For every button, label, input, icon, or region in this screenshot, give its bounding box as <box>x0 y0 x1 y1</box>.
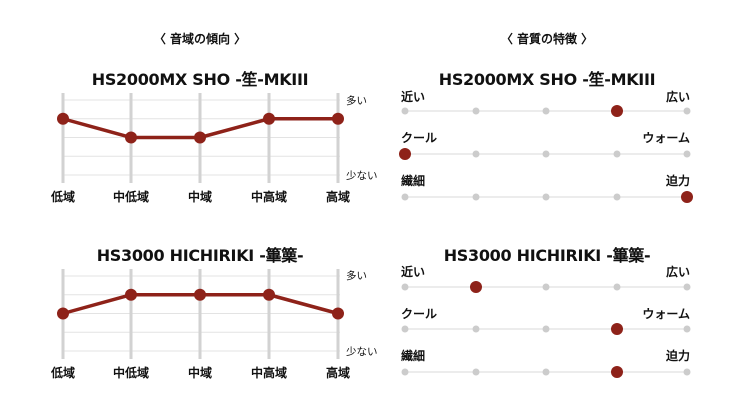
trait-2-left-label: クール <box>401 307 438 321</box>
trait-chart-2-title: HS3000 HICHIRIKI -篳篥- <box>443 246 651 265</box>
line-chart-1-xlabel: 低域 <box>50 190 75 204</box>
line-chart-1-title: HS2000MX SHO -笙-MKIII <box>91 70 309 89</box>
sound-character-heading: 〈 音質の特徴 〉 <box>500 32 594 46</box>
trait-2-right-label: ウォーム <box>642 307 690 321</box>
data-point <box>125 131 137 144</box>
trait-3-left-label: 繊細 <box>401 349 426 363</box>
line-chart-1-bottom-label: 少ない <box>346 170 378 182</box>
trait-1-left-label: 近い <box>401 265 426 279</box>
trait-3-left-label: 繊細 <box>401 174 426 188</box>
trait-3-right-label: 迫力 <box>665 349 690 363</box>
line-chart-2-xlabel: 中低域 <box>112 366 149 380</box>
line-chart-2-xlabel: 中域 <box>187 366 212 380</box>
range-tendency-heading: 〈 音域の傾向 〉 <box>153 32 247 46</box>
line-chart-1-xlabel: 中域 <box>187 190 212 204</box>
line-chart-1-xlabel: 中低域 <box>112 190 149 204</box>
line-chart-2-bottom-label: 少ない <box>346 346 378 358</box>
data-point <box>263 288 275 301</box>
trait-1-right-label: 広い <box>665 265 690 279</box>
line-chart-2-xlabel: 高域 <box>325 366 350 380</box>
data-point <box>57 307 69 320</box>
data-point <box>263 112 275 125</box>
line-chart-1-xlabel: 中高域 <box>250 190 287 204</box>
data-point <box>125 288 137 301</box>
line-chart-2-xlabel: 中高域 <box>250 366 287 380</box>
data-point <box>332 112 344 125</box>
data-point <box>57 112 69 125</box>
trait-2-right-label: ウォーム <box>642 131 690 145</box>
data-point <box>194 288 206 301</box>
trait-1-right-label: 広い <box>665 90 690 104</box>
line-chart-2-title: HS3000 HICHIRIKI -篳篥- <box>96 246 304 265</box>
data-point <box>194 131 206 144</box>
trait-chart-1-title: HS2000MX SHO -笙-MKIII <box>438 70 656 89</box>
data-point <box>332 307 344 320</box>
line-chart-2-xlabel: 低域 <box>50 366 75 380</box>
trait-3-right-label: 迫力 <box>665 174 690 188</box>
trait-2-left-label: クール <box>401 131 438 145</box>
line-chart-1-xlabel: 高域 <box>325 190 350 204</box>
line-chart-1-top-label: 多い <box>346 95 367 107</box>
trait-1-left-label: 近い <box>401 90 426 104</box>
line-chart-2-top-label: 多い <box>346 270 367 282</box>
